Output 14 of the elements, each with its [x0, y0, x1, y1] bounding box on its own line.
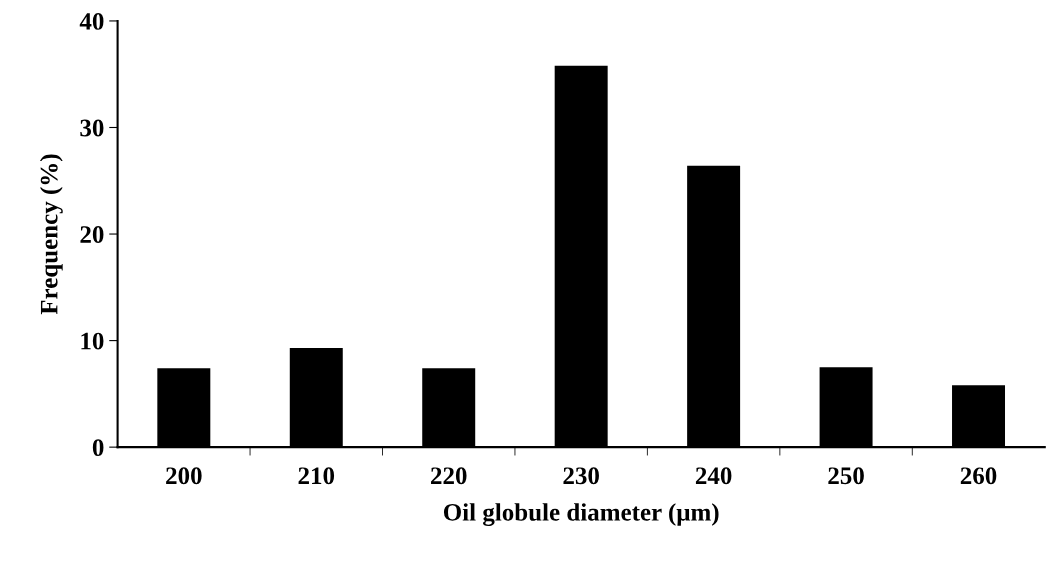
y-tick-label: 0	[92, 439, 104, 457]
y-tick-label: 10	[81, 332, 104, 350]
x-tick-label: 260	[960, 467, 997, 485]
y-tick-label: 20	[80, 226, 104, 243]
x-tick-label: 250	[828, 467, 864, 485]
y-tick-label: 30	[80, 119, 104, 137]
x-tick-label: 240	[695, 467, 732, 485]
y-tick-label: 40	[79, 12, 104, 30]
x-tick-label: 230	[563, 467, 599, 485]
x-tick-label: 210	[298, 467, 335, 485]
x-tick-label: 200	[166, 467, 202, 485]
y-axis-title: Frequency (%)	[40, 154, 63, 315]
x-tick-label: 220	[431, 467, 467, 485]
x-axis-title: Oil globule diameter (μm)	[443, 503, 719, 527]
